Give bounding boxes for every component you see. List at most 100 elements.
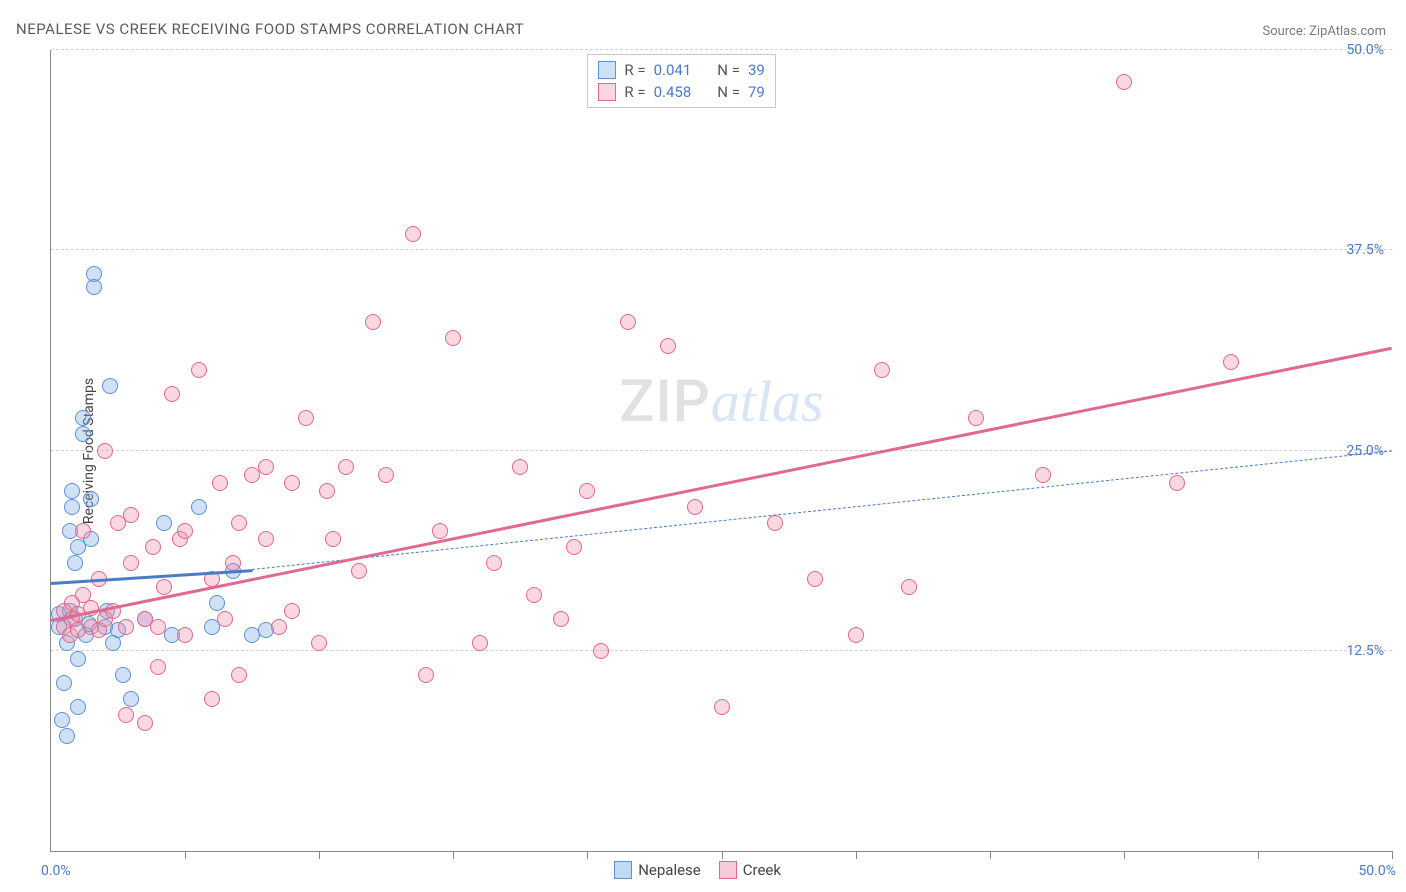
data-point <box>338 459 354 475</box>
data-point <box>566 539 582 555</box>
data-point <box>191 362 207 378</box>
stat-n-value: 79 <box>748 83 765 101</box>
data-point <box>64 499 80 515</box>
data-point <box>150 619 166 635</box>
y-tick-label: 50.0% <box>1346 42 1384 58</box>
legend-item: Nepalese <box>614 861 701 879</box>
legend-swatch <box>719 861 737 879</box>
data-point <box>150 659 166 675</box>
legend-swatch <box>614 861 632 879</box>
x-tick <box>722 851 723 859</box>
data-point <box>472 635 488 651</box>
data-point <box>687 499 703 515</box>
data-point <box>1223 354 1239 370</box>
x-tick <box>453 851 454 859</box>
data-point <box>75 523 91 539</box>
data-point <box>874 362 890 378</box>
x-tick <box>587 851 588 859</box>
stat-n-label: N = <box>717 61 740 79</box>
data-point <box>526 587 542 603</box>
data-point <box>553 611 569 627</box>
data-point <box>191 499 207 515</box>
data-point <box>311 635 327 651</box>
data-point <box>164 386 180 402</box>
data-point <box>156 579 172 595</box>
data-point <box>145 539 161 555</box>
legend-series: Nepalese Creek <box>614 861 781 879</box>
data-point <box>97 443 113 459</box>
data-point <box>83 491 99 507</box>
data-point <box>968 410 984 426</box>
data-point <box>901 579 917 595</box>
data-point <box>102 378 118 394</box>
data-point <box>807 571 823 587</box>
data-point <box>284 603 300 619</box>
data-point <box>325 531 341 547</box>
data-point <box>225 555 241 571</box>
data-point <box>848 627 864 643</box>
data-point <box>156 515 172 531</box>
legend-swatch <box>598 61 616 79</box>
data-point <box>70 699 86 715</box>
stat-n-label: N = <box>717 83 740 101</box>
data-point <box>351 563 367 579</box>
data-point <box>56 675 72 691</box>
legend-label: Nepalese <box>638 861 701 879</box>
data-point <box>231 515 247 531</box>
x-axis-min-label: 0.0% <box>41 863 71 879</box>
grid-line <box>51 49 1392 50</box>
x-tick <box>856 851 857 859</box>
grid-line <box>51 249 1392 250</box>
data-point <box>177 523 193 539</box>
trend-line <box>51 346 1393 621</box>
legend-stat-row: R = 0.458N = 79 <box>598 81 764 103</box>
y-tick-label: 37.5% <box>1346 242 1384 258</box>
data-point <box>212 475 228 491</box>
data-point <box>284 475 300 491</box>
data-point <box>123 691 139 707</box>
stat-r-value: 0.458 <box>654 83 692 101</box>
x-tick <box>319 851 320 859</box>
data-point <box>418 667 434 683</box>
data-point <box>271 619 287 635</box>
data-point <box>319 483 335 499</box>
chart-title: NEPALESE VS CREEK RECEIVING FOOD STAMPS … <box>16 20 524 38</box>
data-point <box>593 643 609 659</box>
data-point <box>767 515 783 531</box>
data-point <box>512 459 528 475</box>
data-point <box>70 651 86 667</box>
y-tick-label: 12.5% <box>1346 643 1384 659</box>
data-point <box>1116 74 1132 90</box>
data-point <box>432 523 448 539</box>
data-point <box>1035 467 1051 483</box>
data-point <box>123 507 139 523</box>
legend-stat-row: R = 0.041 N = 39 <box>598 59 764 81</box>
chart-container: Receiving Food Stamps ZIPatlas R = 0.041… <box>50 50 1392 852</box>
data-point <box>118 707 134 723</box>
source-attribution: Source: ZipAtlas.com <box>1262 24 1386 39</box>
x-tick <box>1258 851 1259 859</box>
stat-r-value: 0.041 <box>654 61 692 79</box>
stat-n-value: 39 <box>748 61 765 79</box>
plot-area: ZIPatlas R = 0.041N = 39R = 0.458N = 79 … <box>50 50 1392 852</box>
grid-line <box>51 450 1392 451</box>
stat-r-label: R = <box>624 61 645 79</box>
legend-item: Creek <box>719 861 781 879</box>
legend-stats: R = 0.041 N = 39R = 0.458 N = 79 <box>587 54 775 108</box>
x-tick <box>990 851 991 859</box>
legend-swatch <box>598 83 616 101</box>
data-point <box>54 712 70 728</box>
x-tick <box>1124 851 1125 859</box>
trend-line <box>252 451 1392 571</box>
trend-line <box>51 569 252 585</box>
data-point <box>204 691 220 707</box>
legend-label: Creek <box>743 861 781 879</box>
grid-line <box>51 650 1392 651</box>
data-point <box>365 314 381 330</box>
data-point <box>118 619 134 635</box>
data-point <box>258 459 274 475</box>
data-point <box>405 226 421 242</box>
data-point <box>231 667 247 683</box>
data-point <box>298 410 314 426</box>
data-point <box>378 467 394 483</box>
